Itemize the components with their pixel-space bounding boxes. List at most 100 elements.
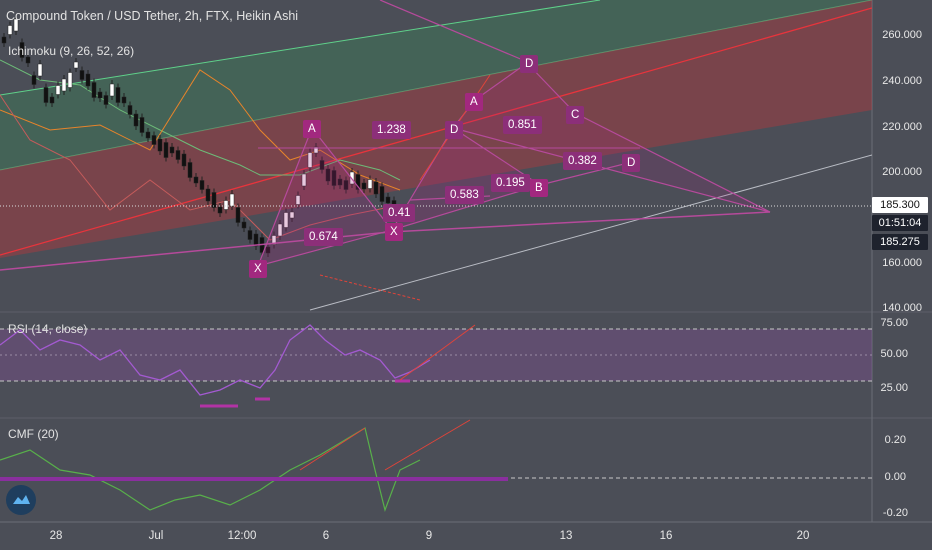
candle-down <box>379 186 385 202</box>
candle-down <box>139 117 145 133</box>
rsi-line <box>0 324 431 396</box>
rsi-arrow-up <box>399 324 476 381</box>
ratio-label[interactable]: 0.674 <box>304 228 343 246</box>
pattern-point-d[interactable]: D <box>520 55 539 73</box>
price-tick: 240.000 <box>882 75 922 87</box>
candle-down <box>97 91 103 99</box>
cmf-pane <box>0 419 872 513</box>
candle-up <box>55 85 61 95</box>
pattern-point-c[interactable]: C <box>566 106 585 124</box>
rsi-tick: 75.00 <box>880 317 908 329</box>
price-tick: 140.000 <box>882 302 922 314</box>
candle-up <box>367 179 373 189</box>
candle-down <box>103 95 109 105</box>
candle-down <box>343 180 349 190</box>
candle-up <box>223 200 229 210</box>
candle-down <box>145 131 151 139</box>
rsi-pane <box>0 324 872 408</box>
candle-down <box>79 70 85 80</box>
red-channel-line <box>0 7 872 256</box>
ratio-label[interactable]: 0.195 <box>491 174 530 192</box>
candle-down <box>193 176 199 184</box>
candle-down <box>133 113 139 127</box>
candle-down <box>199 180 205 190</box>
cmf-tick: 0.00 <box>884 471 906 483</box>
pattern-point-x[interactable]: X <box>385 223 403 241</box>
ratio-label[interactable]: 1.238 <box>372 121 411 139</box>
candle-down <box>181 153 187 167</box>
candle-up <box>295 195 301 205</box>
price-tick: 160.000 <box>882 257 922 269</box>
pattern-point-a[interactable]: A <box>303 120 321 138</box>
candle-down <box>361 182 367 190</box>
pattern-point-b[interactable]: B <box>530 179 548 197</box>
symbol-title[interactable]: Compound Token / USD Tether, 2h, FTX, He… <box>6 9 299 23</box>
candle-down <box>43 87 49 103</box>
time-tick: 28 <box>49 530 63 542</box>
cmf-line <box>0 427 421 513</box>
rsi-indicator-label[interactable]: RSI (14, close) <box>8 322 88 336</box>
ichimoku-line-1 <box>0 59 401 181</box>
ichimoku-indicator-label[interactable]: Ichimoku (9, 26, 52, 26) <box>8 44 135 58</box>
candle-down <box>253 233 259 247</box>
candle-up <box>61 78 67 92</box>
time-tick: 6 <box>322 530 330 542</box>
candle-down <box>121 96 127 104</box>
candle-up <box>349 171 355 185</box>
ratio-label[interactable]: 0.583 <box>445 186 484 204</box>
candle-down <box>337 178 343 186</box>
ichimoku-line-2 <box>0 69 401 191</box>
candle-down <box>91 82 97 98</box>
pattern-point-d[interactable]: D <box>622 154 641 172</box>
candle-up <box>37 63 43 77</box>
rsi-tick: 25.00 <box>880 382 908 394</box>
green-channel-bottom <box>0 0 872 171</box>
ratio-label[interactable]: 0.41 <box>383 204 416 222</box>
ichimoku-line-3 <box>0 94 401 241</box>
cmf-tick: -0.20 <box>882 507 908 519</box>
cmf-tick: 0.20 <box>884 434 906 446</box>
pattern-top-line <box>379 0 531 64</box>
candle-up <box>109 83 115 97</box>
gray-trend-line <box>309 154 872 311</box>
price-tick: 200.000 <box>882 166 922 178</box>
cmf-indicator-label[interactable]: CMF (20) <box>8 427 59 441</box>
candle-down <box>373 181 379 195</box>
candle-down <box>217 206 223 214</box>
candle-down <box>127 105 133 115</box>
candle-down <box>241 221 247 229</box>
candle-down <box>157 138 163 152</box>
candle-up <box>307 152 313 168</box>
pattern-point-a[interactable]: A <box>465 93 483 111</box>
pattern-point-x[interactable]: X <box>249 260 267 278</box>
candle-down <box>25 56 31 64</box>
green-channel-top <box>0 0 601 96</box>
candle-down <box>163 142 169 158</box>
candle-down <box>211 192 217 208</box>
cmf-arrow-1 <box>299 427 366 471</box>
rsi-tick: 50.00 <box>880 348 908 360</box>
tradingview-logo-icon[interactable] <box>6 485 36 515</box>
ratio-label[interactable]: 0.382 <box>563 152 602 170</box>
time-tick: 13 <box>559 530 573 542</box>
candle-down <box>49 96 55 104</box>
candle-down <box>115 87 121 103</box>
candle-up <box>229 193 235 207</box>
candle-up <box>7 25 13 35</box>
pattern-point-d[interactable]: D <box>445 121 464 139</box>
candle-down <box>169 146 175 154</box>
candle-up <box>67 72 73 88</box>
time-tick: 9 <box>425 530 433 542</box>
pattern-xab-triangle <box>257 126 394 267</box>
current-price-badge: 185.300 <box>872 197 928 213</box>
candle-down <box>265 246 271 254</box>
cmf-arrow-2 <box>384 419 471 471</box>
candle-down <box>85 73 91 87</box>
ratio-label[interactable]: 0.851 <box>503 116 542 134</box>
candle-down <box>355 174 361 190</box>
main-pane-drawings <box>0 0 872 311</box>
candle-up <box>283 212 289 228</box>
price-tick: 260.000 <box>882 29 922 41</box>
time-tick: 12:00 <box>227 530 257 542</box>
